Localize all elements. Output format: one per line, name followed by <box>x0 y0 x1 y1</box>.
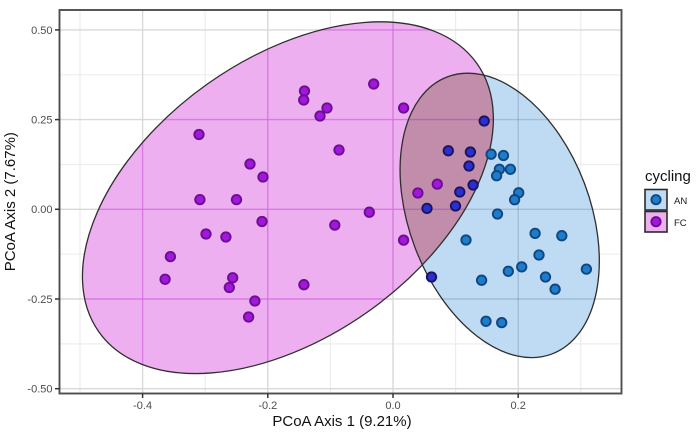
svg-text:0.2: 0.2 <box>511 400 526 412</box>
svg-text:0.0: 0.0 <box>385 400 400 412</box>
svg-text:0.00: 0.00 <box>31 204 52 216</box>
svg-text:0.50: 0.50 <box>31 25 52 37</box>
svg-text:-0.50: -0.50 <box>27 384 52 396</box>
svg-text:0.25: 0.25 <box>31 115 52 127</box>
svg-text:PCoA Axis 2 (7.67%): PCoA Axis 2 (7.67%) <box>2 132 19 271</box>
svg-text:AN: AN <box>674 196 687 207</box>
svg-text:FC: FC <box>674 218 687 229</box>
svg-text:-0.2: -0.2 <box>258 400 277 412</box>
svg-text:PCoA Axis 1 (9.21%): PCoA Axis 1 (9.21%) <box>272 413 411 430</box>
svg-text:cycling: cycling <box>645 168 691 185</box>
svg-text:-0.25: -0.25 <box>27 294 52 306</box>
svg-text:-0.4: -0.4 <box>133 400 152 412</box>
